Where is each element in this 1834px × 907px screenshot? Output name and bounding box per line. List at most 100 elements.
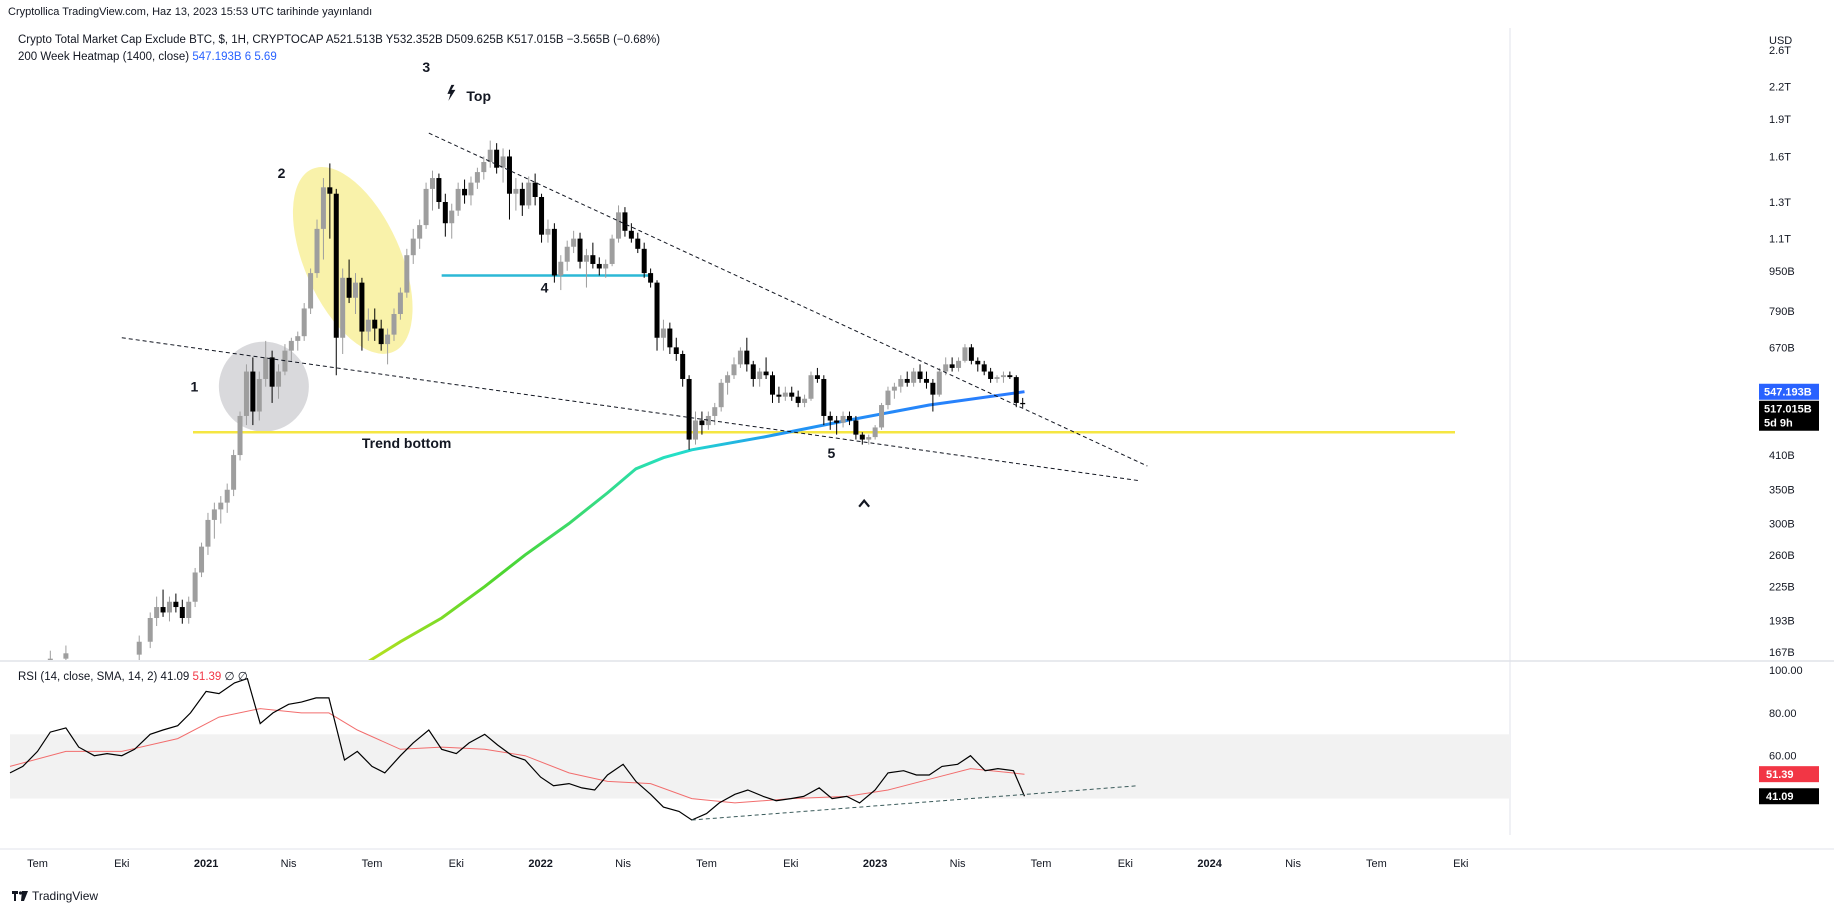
- x-tick-label: Nis: [1285, 858, 1301, 870]
- candle: [243, 364, 249, 426]
- candle: [276, 364, 282, 399]
- candle-body: [660, 328, 666, 338]
- candle-body: [776, 394, 782, 397]
- candle: [1020, 397, 1026, 408]
- candle: [468, 176, 474, 206]
- candle-body: [879, 405, 885, 428]
- candle: [166, 596, 172, 622]
- candle: [372, 308, 378, 341]
- x-tick-label: Eki: [1453, 858, 1468, 870]
- annotation-label-5: 5: [827, 445, 835, 461]
- candle-body: [436, 178, 442, 202]
- highlight-circle-1: [218, 341, 309, 432]
- candle-body: [930, 382, 936, 395]
- candle-body: [885, 390, 891, 406]
- candle: [391, 308, 397, 341]
- candle: [590, 242, 596, 269]
- candle: [725, 371, 731, 395]
- candle-body: [526, 182, 532, 206]
- footer-brand[interactable]: TradingView: [12, 889, 98, 903]
- rsi-trendline: [691, 785, 1139, 821]
- candle: [532, 173, 538, 206]
- candle-body: [301, 308, 307, 337]
- candle: [417, 219, 423, 249]
- annotation-label-3: 3: [422, 59, 430, 75]
- candle-body: [365, 319, 371, 332]
- candle-body: [763, 371, 769, 376]
- x-tick-label: 2023: [863, 858, 887, 870]
- candle: [923, 371, 929, 389]
- legend-rsi-label: RSI (14, close, SMA, 14, 2): [18, 671, 158, 683]
- candle: [526, 176, 532, 209]
- candle-body: [404, 255, 410, 293]
- y-tick-label: 1.3T: [1769, 197, 1791, 209]
- candle: [712, 402, 718, 426]
- candle: [616, 205, 622, 243]
- tradingview-logo-icon: [12, 891, 28, 901]
- axis-currency: USD: [1769, 35, 1792, 47]
- candle: [866, 434, 872, 445]
- y-tick-label: 790B: [1769, 306, 1795, 318]
- candle: [808, 371, 814, 401]
- candle: [442, 193, 448, 237]
- candle-body: [333, 193, 339, 338]
- candle-body: [981, 364, 987, 372]
- candle: [956, 357, 962, 372]
- candle: [603, 259, 609, 278]
- candle-body: [789, 392, 795, 397]
- candle: [660, 319, 666, 351]
- candle: [519, 182, 525, 216]
- candle-body: [147, 618, 153, 642]
- candle-body: [513, 188, 519, 194]
- last-price-text: 517.015B: [1764, 404, 1812, 416]
- candle-body: [891, 386, 897, 391]
- candle: [558, 255, 564, 291]
- candle-body: [410, 238, 416, 256]
- candle: [776, 386, 782, 403]
- candle-body: [166, 601, 172, 613]
- legend-ohlc: A521.513B Y532.352B D509.625B K517.015B …: [325, 34, 661, 46]
- x-tick-label: 2024: [1197, 858, 1222, 870]
- candle: [930, 378, 936, 412]
- candle: [192, 567, 198, 608]
- candle-body: [731, 364, 737, 376]
- candle-body: [840, 415, 846, 423]
- candle-body: [667, 328, 673, 348]
- candle-body: [699, 420, 705, 426]
- candle: [763, 357, 769, 379]
- footer-brand-label: TradingView: [32, 889, 99, 903]
- y-tick-label: 167B: [1769, 647, 1795, 659]
- candle-body: [468, 182, 474, 196]
- candle: [231, 449, 237, 497]
- candle: [904, 371, 910, 387]
- x-tick-label: Nis: [281, 858, 297, 870]
- candle-body: [160, 607, 166, 613]
- candle-body: [943, 364, 949, 372]
- rsi-y-tick-label: 60.00: [1769, 751, 1797, 763]
- candle-body: [994, 377, 1000, 379]
- legend-main: Crypto Total Market Cap Exclude BTC, $, …: [18, 34, 660, 46]
- candle: [846, 411, 852, 426]
- candle: [211, 502, 217, 539]
- candle: [186, 596, 192, 624]
- annotation-label-trend-bottom: Trend bottom: [362, 435, 451, 451]
- candle-body: [455, 188, 461, 211]
- candle-body: [199, 546, 205, 573]
- candle: [340, 268, 346, 354]
- y-tick-label: 260B: [1769, 550, 1795, 562]
- candle: [539, 193, 545, 243]
- candle: [898, 375, 904, 393]
- candle: [648, 268, 654, 288]
- candle: [320, 178, 326, 260]
- rsi-badge-bg: [1759, 788, 1819, 805]
- lightning-icon: [447, 84, 456, 101]
- candle: [551, 223, 557, 283]
- candle-body: [712, 407, 718, 416]
- candle-body: [853, 420, 859, 435]
- candle: [545, 219, 551, 243]
- time-axis[interactable]: Tem Eki 2021 Nis Tem Eki 2022 Nis Tem Eki 2023 Nis T…: [27, 858, 1468, 870]
- candle-body: [564, 246, 570, 262]
- legend-rsi-extra: ∅ ∅: [224, 671, 248, 683]
